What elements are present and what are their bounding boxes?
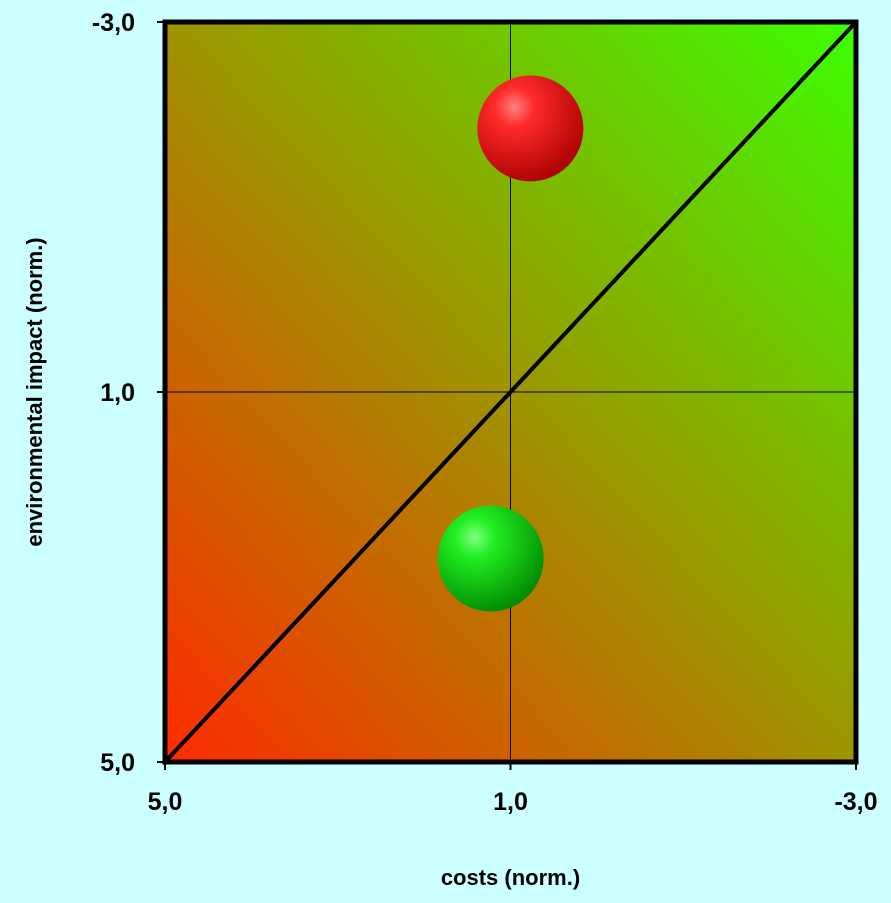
x-tick-label: 1,0 xyxy=(493,788,528,816)
x-axis-label: costs (norm.) xyxy=(441,865,580,890)
diagonal-line xyxy=(163,20,858,764)
y-tick-label: 1,0 xyxy=(100,379,135,407)
x-tick-label: -3,0 xyxy=(834,788,877,816)
ticks: 5,0 1,0 -3,0 5,0 1,0 -3,0 xyxy=(92,9,878,816)
diagonal-layer xyxy=(163,20,858,764)
data-point-green xyxy=(437,505,544,612)
y-tick-label: -3,0 xyxy=(92,9,135,37)
y-axis-label: environmental impact (norm.) xyxy=(22,237,47,546)
data-point-red xyxy=(477,75,584,182)
y-tick-label: 5,0 xyxy=(100,749,135,777)
x-tick-label: 5,0 xyxy=(148,788,183,816)
data-points xyxy=(437,75,584,612)
